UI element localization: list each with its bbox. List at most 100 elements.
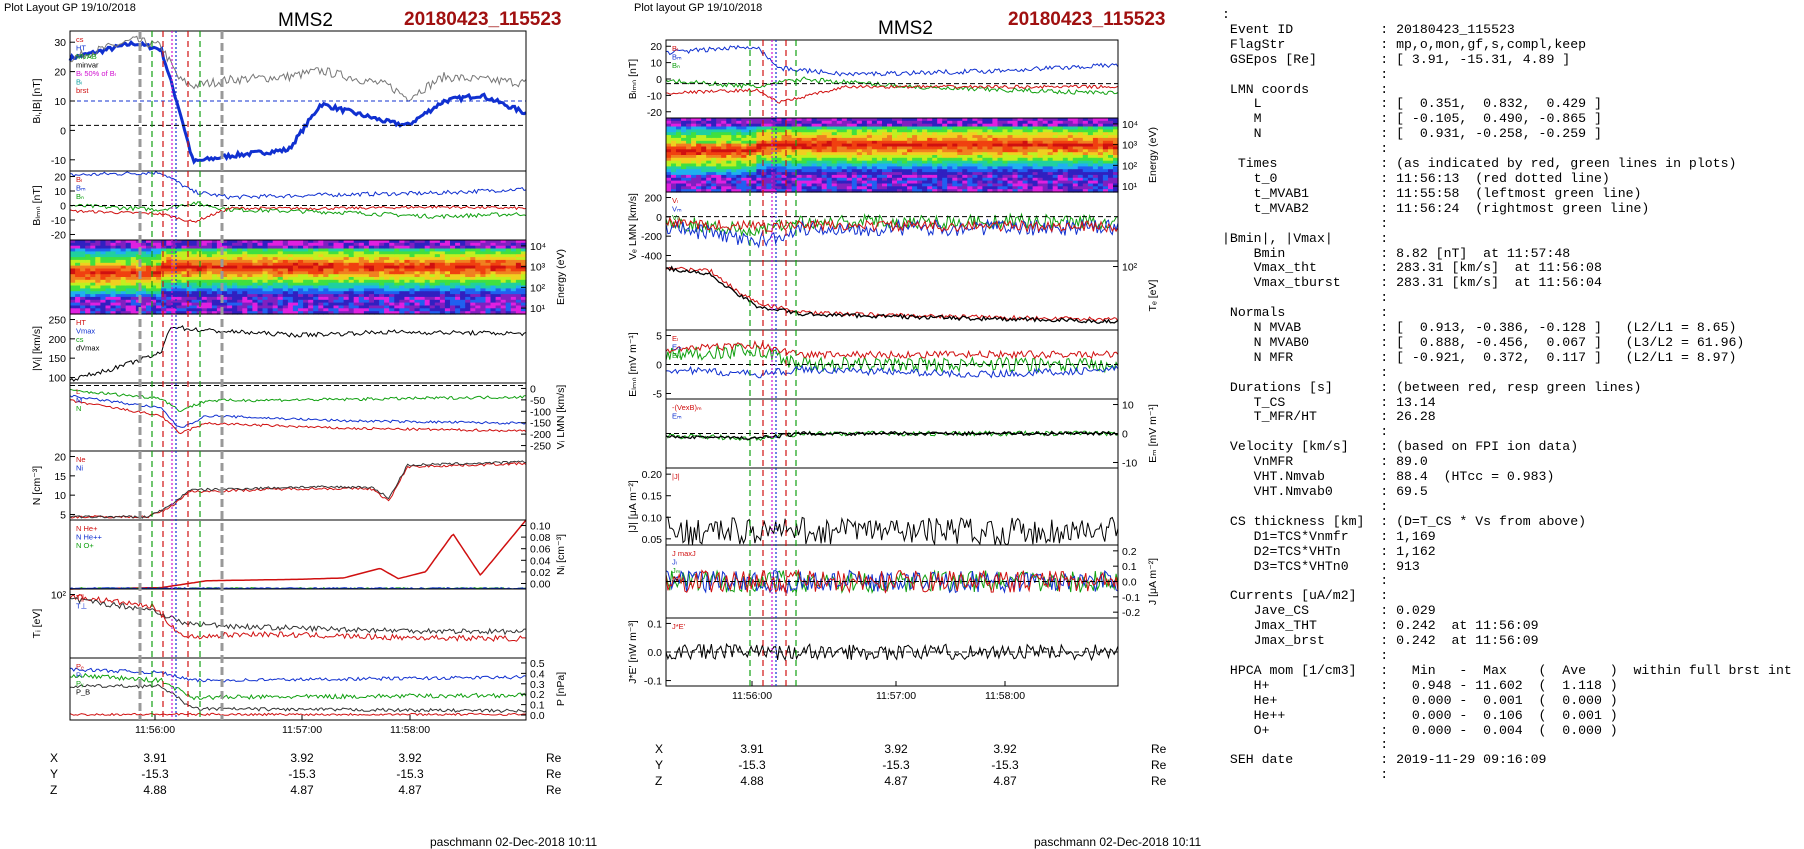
- trace-4-2: [70, 400, 526, 434]
- event-summary-text: : Event ID : 20180423_115523 FlagStr : m…: [1222, 8, 1792, 783]
- position-unit: Re: [546, 767, 561, 781]
- position-value: 3.91: [740, 742, 763, 756]
- ytick-label: -20: [51, 229, 66, 241]
- ytick-label: 0.00: [530, 578, 551, 590]
- ytick-label: -150: [530, 418, 551, 430]
- ytick-label: -250: [530, 441, 551, 453]
- ytick-label: 20: [54, 452, 66, 464]
- ytick-label: 250: [48, 315, 66, 327]
- ytick-label: 0.02: [530, 567, 551, 579]
- ytick-label: 20: [54, 172, 66, 184]
- ytick-label: 20: [54, 67, 66, 79]
- legend-entry: Eₙ: [672, 351, 680, 360]
- legend-entry: Bₙ: [672, 61, 680, 70]
- ylabel: Eₗₘₙ [mV m⁻¹]: [627, 332, 639, 397]
- position-value: -15.3: [288, 767, 315, 781]
- trace-6-0: [70, 520, 526, 589]
- trace-3-0: [70, 326, 526, 381]
- ytick-label: 0.1: [1122, 561, 1137, 573]
- position-value: 3.92: [993, 742, 1016, 756]
- ylabel: Energy (eV): [1147, 127, 1159, 183]
- position-value: -15.3: [991, 758, 1018, 772]
- ylabel: Nᵢ [cm⁻³]: [555, 534, 567, 575]
- ytick-label: 0: [656, 212, 662, 224]
- legend-entry: brst: [76, 86, 89, 95]
- legend-entry: Ni: [76, 464, 83, 473]
- trace-3-1: [666, 267, 1118, 323]
- ytick-label: 10: [650, 58, 662, 70]
- ytick-label: 10³: [530, 262, 546, 274]
- legend-entry: N O+: [76, 541, 94, 550]
- ytick-label: -0.1: [1122, 592, 1140, 604]
- ytick-label: 10⁴: [1122, 119, 1138, 131]
- ytick-label: 5: [656, 331, 662, 343]
- ytick-label: 10: [1122, 400, 1134, 412]
- trace-1-0: [70, 171, 526, 199]
- trace-8-0: [70, 674, 526, 700]
- legend-entry: dVmax: [76, 344, 100, 353]
- ytick-label: 15: [54, 471, 66, 483]
- ylabel: J [μA m⁻²]: [1147, 558, 1159, 605]
- ytick-label: 0.0: [647, 647, 662, 659]
- ytick-label: 10⁴: [530, 241, 546, 253]
- spectrogram-2: [70, 240, 527, 315]
- ytick-label: 0.10: [530, 521, 551, 533]
- panel-frame-0: [666, 40, 1118, 118]
- position-value: 3.92: [290, 751, 313, 765]
- ytick-label: -10: [647, 90, 662, 102]
- ytick-label: 0: [530, 383, 536, 395]
- ytick-label: 200: [644, 193, 662, 205]
- trace-0-2: [666, 85, 1118, 103]
- ytick-label: 0: [656, 74, 662, 86]
- position-row-label: Z: [50, 783, 57, 797]
- ytick-label: 0.15: [642, 491, 663, 503]
- ytick-label: 0.10: [642, 512, 663, 524]
- right-footer-credit: paschmann 02-Dec-2018 10:11: [1034, 835, 1201, 849]
- ytick-label: 10¹: [1122, 181, 1138, 193]
- legend-entry: P_B: [76, 688, 90, 697]
- time-tick-label: 11:58:00: [985, 690, 1025, 702]
- ytick-label: -0.2: [1122, 607, 1140, 619]
- position-unit: Re: [1151, 774, 1166, 788]
- position-row-label: Y: [50, 767, 58, 781]
- ylabel: Bₗ,|B| [nT]: [31, 78, 43, 123]
- ytick-label: 10¹: [530, 303, 546, 315]
- ylabel: Eₘ [mV m⁻¹]: [1147, 404, 1159, 463]
- ylabel: N [cm⁻³]: [31, 466, 43, 505]
- time-tick-label: 11:58:00: [390, 724, 430, 736]
- ytick-label: -10: [51, 215, 66, 227]
- left-footer-credit: paschmann 02-Dec-2018 10:11: [430, 835, 597, 849]
- panel-frame-3: [70, 314, 526, 383]
- position-value: -15.3: [882, 758, 909, 772]
- trace-0-0: [70, 42, 526, 162]
- ytick-label: 0.06: [530, 544, 551, 556]
- ytick-label: -100: [530, 406, 551, 418]
- trace-8-3: [70, 713, 526, 715]
- ytick-label: 10²: [530, 282, 546, 294]
- ytick-label: 0.04: [530, 555, 551, 567]
- trace-8-2: [70, 668, 526, 682]
- trace-8-1: [70, 685, 526, 713]
- trace-1-1: [70, 202, 526, 219]
- position-value: 3.92: [398, 751, 421, 765]
- trace-4-0: [70, 389, 526, 411]
- ytick-label: 0.0: [530, 710, 545, 722]
- ylabel: |J| [μA m⁻²]: [627, 480, 639, 533]
- ytick-label: 0.05: [642, 534, 663, 546]
- position-value: 3.92: [884, 742, 907, 756]
- spectrogram-1: [666, 118, 1119, 193]
- ytick-label: -400: [641, 250, 662, 262]
- legend-entry: Bₙ: [76, 192, 84, 201]
- position-unit: Re: [546, 783, 561, 797]
- panel-frame-7: [70, 589, 526, 658]
- trace-7-0: [70, 595, 526, 642]
- ytick-label: 10³: [1122, 140, 1138, 152]
- panel-frame-5: [70, 451, 526, 520]
- position-unit: Re: [546, 751, 561, 765]
- ytick-label: -10: [1122, 457, 1137, 469]
- ytick-label: -5: [653, 388, 662, 400]
- ytick-label: 5: [60, 509, 66, 521]
- ytick-label: 100: [48, 372, 66, 384]
- position-value: -15.3: [738, 758, 765, 772]
